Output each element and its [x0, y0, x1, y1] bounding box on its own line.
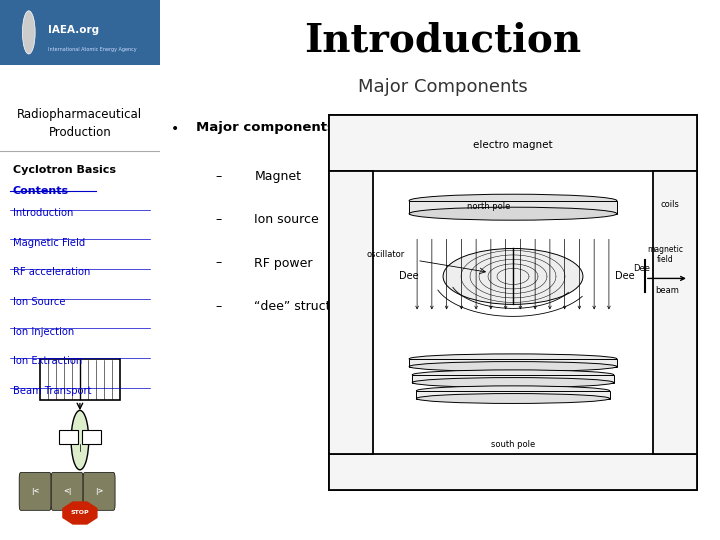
Circle shape	[22, 11, 35, 54]
Bar	[653, 171, 697, 454]
Text: Ion Injection: Ion Injection	[13, 327, 74, 337]
Bar	[329, 171, 373, 454]
Ellipse shape	[413, 377, 613, 388]
Text: |>: |>	[95, 488, 103, 495]
Text: electro magnet: electro magnet	[473, 139, 553, 150]
Ellipse shape	[416, 386, 610, 396]
FancyBboxPatch shape	[19, 472, 51, 510]
Text: “dee” structure: “dee” structure	[254, 300, 351, 313]
Text: IAEA.org: IAEA.org	[48, 25, 99, 35]
Text: RF power: RF power	[254, 256, 312, 269]
Bar	[409, 359, 617, 367]
Bar	[409, 201, 617, 214]
Text: Ion source: Ion source	[254, 213, 319, 226]
Bar	[40, 359, 120, 400]
Bar	[0, 0, 160, 65]
Ellipse shape	[416, 394, 610, 403]
Bar	[329, 114, 697, 171]
Ellipse shape	[413, 370, 613, 380]
Circle shape	[71, 410, 89, 470]
Text: Dee: Dee	[400, 272, 419, 281]
FancyBboxPatch shape	[83, 472, 115, 510]
Text: International Atomic Energy Agency: International Atomic Energy Agency	[48, 47, 137, 52]
Text: Ion Source: Ion Source	[13, 297, 66, 307]
Text: <|: <|	[63, 488, 71, 495]
Text: –: –	[215, 300, 222, 313]
Text: beam: beam	[655, 286, 679, 295]
Text: Dee: Dee	[615, 272, 635, 281]
Ellipse shape	[443, 248, 583, 305]
Bar	[81, 430, 101, 444]
Text: Contents: Contents	[13, 186, 69, 197]
Polygon shape	[63, 502, 97, 524]
Text: Cyclotron Basics: Cyclotron Basics	[13, 165, 116, 175]
Text: –: –	[215, 170, 222, 183]
Text: –: –	[215, 256, 222, 269]
Text: Introduction: Introduction	[305, 22, 581, 59]
Text: north pole: north pole	[467, 202, 510, 211]
Text: –: –	[215, 213, 222, 226]
Ellipse shape	[409, 354, 617, 364]
Bar	[329, 454, 697, 490]
Text: Major Components: Major Components	[358, 78, 528, 96]
Ellipse shape	[409, 207, 617, 220]
Text: south pole: south pole	[491, 440, 535, 449]
Text: •: •	[171, 122, 179, 136]
Text: Ion Extraction: Ion Extraction	[13, 356, 82, 367]
Text: Introduction: Introduction	[13, 208, 73, 218]
Bar	[416, 391, 610, 399]
Bar	[59, 430, 78, 444]
Text: |<: |<	[31, 488, 40, 495]
Text: Radiopharmaceutical
Production: Radiopharmaceutical Production	[17, 108, 143, 139]
Text: STOP: STOP	[71, 510, 89, 516]
Text: oscillator: oscillator	[366, 250, 404, 259]
FancyBboxPatch shape	[51, 472, 83, 510]
Text: Major components: Major components	[196, 122, 335, 134]
Text: Magnet: Magnet	[254, 170, 301, 183]
Text: coils: coils	[661, 200, 680, 209]
Text: magnetic
field: magnetic field	[647, 245, 683, 264]
Ellipse shape	[409, 194, 617, 207]
Text: Dee: Dee	[633, 264, 650, 273]
Text: Beam Transport: Beam Transport	[13, 386, 91, 396]
Text: RF acceleration: RF acceleration	[13, 267, 90, 278]
Bar	[413, 375, 613, 382]
Ellipse shape	[409, 362, 617, 372]
Text: Magnetic Field: Magnetic Field	[13, 238, 85, 248]
